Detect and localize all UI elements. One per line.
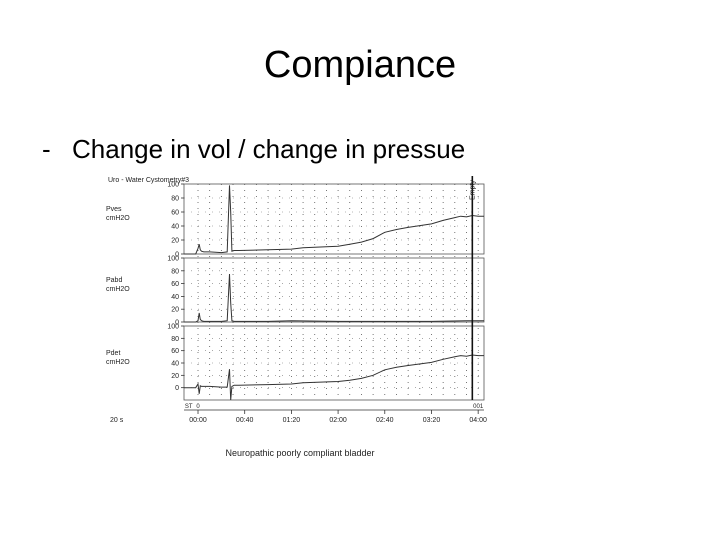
panel-frame	[183, 257, 485, 323]
y-tick-label: 40	[171, 294, 179, 301]
y-tick-label: 80	[171, 268, 179, 275]
bullet-marker: -	[42, 134, 51, 164]
y-tick-label: 100	[167, 182, 179, 189]
x-tick-label: 03:20	[423, 417, 441, 424]
x-event-label: ST	[185, 404, 193, 410]
y-tick-label: 0	[175, 252, 179, 259]
panel-frame	[183, 183, 485, 255]
panel-frame	[183, 325, 485, 401]
bullet-item: - Change in vol / change in pressue	[42, 134, 465, 165]
x-event-label: 0	[196, 404, 200, 410]
panel-unit: cmH2O	[106, 215, 130, 222]
y-tick-label: 60	[171, 348, 179, 355]
y-tick-label: 0	[175, 320, 179, 327]
panel-name: Pdet	[106, 350, 120, 357]
trace-line	[184, 273, 484, 323]
panel-name: Pves	[106, 206, 122, 213]
y-tick-label: 20	[171, 373, 179, 380]
x-event-label: 001	[473, 404, 484, 410]
x-tick-label: 00:00	[189, 417, 207, 424]
event-marker-label: Empty	[469, 180, 476, 200]
y-tick-label: 60	[171, 281, 179, 288]
y-tick-label: 100	[167, 324, 179, 331]
cystometry-chart: Uro - Water Cystometry#3 0 20 40 60 80 100 Pves…	[106, 176, 487, 458]
y-tick-label: 40	[171, 361, 179, 368]
y-tick-label: 80	[171, 196, 179, 203]
chart-caption: Neuropathic poorly compliant bladder	[225, 448, 374, 458]
bullet-text: Change in vol / change in pressue	[72, 134, 466, 164]
y-tick-label: 20	[171, 238, 179, 245]
slide-title: Compiance	[263, 44, 457, 86]
y-tick-label: 60	[171, 210, 179, 217]
panel-unit: cmH2O	[106, 286, 130, 293]
y-tick-label: 100	[167, 256, 179, 263]
chart-title: Uro - Water Cystometry#3	[108, 177, 189, 184]
x-tick-label: 02:40	[376, 417, 394, 424]
y-tick-label: 40	[171, 224, 179, 231]
y-tick-label: 20	[171, 307, 179, 314]
y-tick-label: 0	[175, 385, 179, 392]
x-tick-label: 01:20	[283, 417, 301, 424]
x-tick-label: 04:00	[469, 417, 487, 424]
cystometry-figure: Uro - Water Cystometry#3 0 20 40 60 80 100 Pves…	[100, 172, 500, 472]
x-tick-label: 00:40	[236, 417, 254, 424]
time-scale-label: 20 s	[110, 417, 124, 424]
x-tick-label: 02:00	[329, 417, 347, 424]
trace-line	[184, 185, 484, 255]
y-tick-label: 80	[171, 336, 179, 343]
trace-line	[184, 354, 484, 401]
panel-name: Pabd	[106, 277, 122, 284]
panel-unit: cmH2O	[106, 359, 130, 366]
